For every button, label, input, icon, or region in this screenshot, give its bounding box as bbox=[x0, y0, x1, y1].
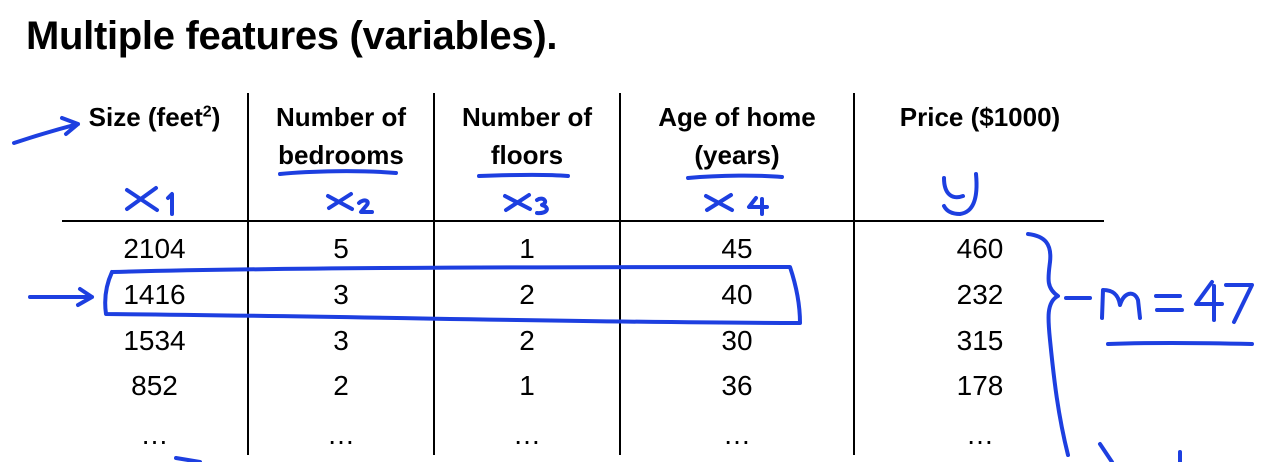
header-size-text: Size (feet bbox=[88, 102, 203, 132]
digit-4 bbox=[1194, 280, 1224, 322]
x2-label bbox=[326, 192, 374, 214]
cell-price: 232 bbox=[956, 279, 1004, 310]
header-price-line1: Price ($1000) bbox=[899, 102, 1061, 132]
header-price: Price ($1000) bbox=[855, 98, 1105, 136]
cell-price: 315 bbox=[956, 325, 1004, 356]
header-bedrooms-line2: bedrooms bbox=[278, 140, 404, 170]
cell-size: 1416 bbox=[123, 279, 186, 310]
cell-bedrooms: 5 bbox=[333, 233, 349, 264]
column-divider bbox=[853, 93, 855, 455]
cell-age: 45 bbox=[721, 233, 753, 264]
cell-bedrooms: … bbox=[327, 419, 355, 450]
bottom-arrow-fragment bbox=[174, 456, 202, 462]
cell-bedrooms: 3 bbox=[333, 279, 349, 310]
header-bedrooms-line1: Number of bbox=[276, 102, 406, 132]
header-size: Size (feet2) bbox=[62, 98, 247, 136]
y-label bbox=[942, 172, 979, 216]
m-letter bbox=[1100, 288, 1142, 320]
m-underline bbox=[1106, 340, 1254, 346]
header-bedrooms: Number of bedrooms bbox=[249, 98, 433, 174]
x3-label bbox=[503, 193, 549, 216]
cell-floors: 1 bbox=[519, 233, 535, 264]
cell-age: 30 bbox=[721, 325, 753, 356]
cell-bedrooms: 3 bbox=[333, 325, 349, 356]
x4-label bbox=[704, 193, 769, 216]
cell-price: 460 bbox=[956, 233, 1004, 264]
years-underline bbox=[686, 173, 784, 180]
header-size-exponent: 2 bbox=[202, 103, 212, 121]
slide-title: Multiple features (variables). bbox=[26, 14, 558, 58]
x1-label bbox=[125, 186, 174, 216]
cell-size: 852 bbox=[131, 370, 178, 401]
cell-price: … bbox=[966, 419, 994, 450]
header-floors-line2: floors bbox=[490, 140, 564, 170]
header-floors-line1: Number of bbox=[462, 102, 592, 132]
header-divider bbox=[62, 220, 1104, 222]
cell-bedrooms: 2 bbox=[333, 370, 349, 401]
cell-size: … bbox=[140, 419, 169, 450]
cell-floors: … bbox=[513, 419, 541, 450]
digit-7 bbox=[1224, 283, 1254, 324]
cell-age: 36 bbox=[721, 370, 753, 401]
cell-age: … bbox=[723, 419, 751, 450]
bottom-mark-fragment bbox=[1098, 442, 1182, 462]
header-floors: Number of floors bbox=[435, 98, 619, 174]
header-age-line2: (years) bbox=[694, 140, 780, 170]
header-age: Age of home (years) bbox=[621, 98, 853, 174]
floors-underline bbox=[477, 172, 570, 178]
header-size-close: ) bbox=[211, 102, 221, 132]
equals-sign bbox=[1154, 294, 1184, 312]
cell-price: 178 bbox=[956, 370, 1004, 401]
cell-age: 40 bbox=[721, 279, 753, 310]
cell-floors: 2 bbox=[519, 325, 535, 356]
cell-size: 1534 bbox=[123, 325, 186, 356]
cell-floors: 1 bbox=[519, 370, 535, 401]
header-age-line1: Age of home bbox=[658, 102, 816, 132]
cell-size: 2104 bbox=[123, 233, 186, 264]
cell-floors: 2 bbox=[519, 279, 535, 310]
